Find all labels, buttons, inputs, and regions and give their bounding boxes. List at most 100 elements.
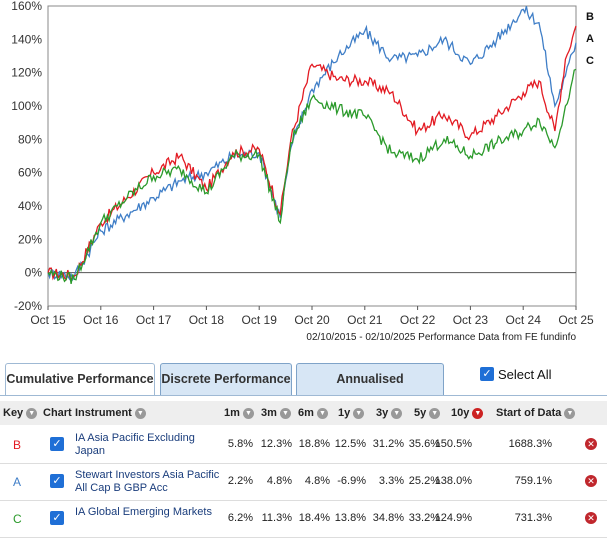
sort-icon[interactable]: ▼ [391,407,403,419]
tab-annualised-performance[interactable]: Annualised Performance [296,363,444,416]
row-5y: 35.6% [408,438,440,450]
select-all-checkbox[interactable]: ✓ [480,367,494,381]
y-tick-label: -20% [14,299,42,313]
x-tick-label: Oct 25 [558,313,594,327]
row-key: B [13,438,22,452]
series-end-label: B [586,11,594,23]
table-row: B ✓ IA Asia Pacific Excluding Japan 5.8% 12.… [0,427,607,464]
series-line-C [47,68,577,285]
row-chart-checkbox[interactable]: ✓ [50,474,64,488]
header-5y[interactable]: 5y ▼ [414,407,441,419]
table-header: Key ▼ Chart Instrument ▼ 1m ▼ 3m ▼ 6m ▼ 1y ▼ 3… [0,401,607,425]
data-attribution: 02/10/2015 - 02/10/2025 Performance Data… [306,332,576,343]
checkbox-icon[interactable]: ✓ [50,437,64,451]
sort-icon[interactable]: ▼ [429,407,441,419]
remove-icon[interactable]: ✕ [585,438,597,450]
series-line-A [47,6,577,282]
row-3y: 31.2% [372,438,404,450]
row-6m: 18.4% [298,512,330,524]
row-start-of-data: 1688.3% [508,438,552,450]
select-all-toggle[interactable]: ✓ Select All [480,365,551,383]
row-divider [0,500,607,501]
x-tick-label: Oct 19 [242,313,278,327]
row-1y: -6.9% [337,475,366,487]
row-6m: 18.8% [298,438,330,450]
y-tick-label: 60% [18,166,42,180]
y-tick-label: 160% [11,0,42,13]
y-tick-label: 20% [18,232,42,246]
checkbox-icon[interactable]: ✓ [50,511,64,525]
header-instrument[interactable]: Instrument ▼ [75,407,146,419]
header-key[interactable]: Key ▼ [3,407,38,419]
row-3m: 4.8% [266,475,292,487]
header-6m[interactable]: 6m ▼ [298,407,328,419]
row-3m: 12.3% [260,438,292,450]
header-start-of-data[interactable]: Start of Data ▼ [496,407,576,419]
remove-icon[interactable]: ✕ [585,512,597,524]
plot-area [47,5,577,307]
row-1m: 2.2% [227,475,253,487]
row-key: A [13,475,22,489]
row-instrument[interactable]: IA Global Emerging Markets [75,506,212,518]
x-tick-label: Oct 18 [189,313,225,327]
row-10y: 124.9% [434,512,472,524]
row-key: C [13,512,22,526]
row-3m: 11.3% [261,512,292,524]
y-tick-label: 80% [18,132,42,146]
row-start-of-data: 759.1% [514,475,552,487]
row-10y: 150.5% [434,438,472,450]
performance-chart: 160% 140% 120% 100% 80% 60% 40% 20% 0% -20%Oct 15… [11,0,594,327]
y-tick-label: 100% [11,99,42,113]
y-tick-label: 140% [11,32,42,46]
row-start-of-data: 731.3% [514,512,552,524]
header-1y[interactable]: 1y ▼ [338,407,365,419]
x-tick-label: Oct 22 [400,313,436,327]
row-5y: 25.2% [408,475,440,487]
table-row: C ✓ IA Global Emerging Markets 6.2% 11.3% 18.… [0,501,607,538]
x-tick-label: Oct 20 [294,313,330,327]
row-instrument[interactable]: IA Asia Pacific Excluding Japan [75,432,195,457]
x-tick-label: Oct 16 [83,313,119,327]
x-tick-label: Oct 24 [506,313,542,327]
row-instrument[interactable]: Stewart Investors Asia Pacific All Cap B… [75,469,220,494]
sort-icon[interactable]: ▼ [316,407,328,419]
sort-icon[interactable]: ▼ [564,407,576,419]
y-tick-label: 0% [25,266,43,280]
sort-icon[interactable]: ▼ [279,407,291,419]
series-end-label: C [586,55,594,67]
checkbox-icon[interactable]: ✓ [50,474,64,488]
row-3y: 34.8% [372,512,404,524]
row-1y: 13.8% [334,512,366,524]
row-6m: 4.8% [304,475,330,487]
table-row: A ✓ Stewart Investors Asia Pacific All Cap… [0,464,607,501]
row-3y: 3.3% [378,475,404,487]
sort-icon[interactable]: ▼ [242,407,254,419]
y-tick-label: 120% [11,66,42,80]
tab-discrete-performance[interactable]: Discrete Performance [160,363,292,395]
sort-icon[interactable]: ▼ [26,407,38,419]
tabs-divider [0,395,607,396]
header-3m[interactable]: 3m ▼ [261,407,291,419]
x-tick-label: Oct 21 [347,313,383,327]
x-tick-label: Oct 15 [30,313,66,327]
sort-icon[interactable]: ▼ [353,407,365,419]
header-10y[interactable]: 10y ▼ [451,407,484,419]
header-1m[interactable]: 1m ▼ [224,407,254,419]
series-line-B [47,25,577,281]
sort-active-icon[interactable]: ▼ [472,407,484,419]
y-tick-label: 40% [18,199,42,213]
row-divider [0,463,607,464]
series-end-label: A [586,33,594,45]
row-10y: 138.0% [434,475,472,487]
row-1m: 5.8% [227,438,253,450]
header-3y[interactable]: 3y ▼ [376,407,403,419]
row-5y: 33.2% [408,512,440,524]
remove-icon[interactable]: ✕ [585,475,597,487]
header-chart: Chart [43,407,72,419]
sort-icon[interactable]: ▼ [134,407,146,419]
row-chart-checkbox[interactable]: ✓ [50,511,64,525]
row-chart-checkbox[interactable]: ✓ [50,437,64,451]
row-1y: 12.5% [334,438,366,450]
select-all-label: Select All [498,366,552,382]
tab-cumulative-performance[interactable]: Cumulative Performance [5,363,155,396]
